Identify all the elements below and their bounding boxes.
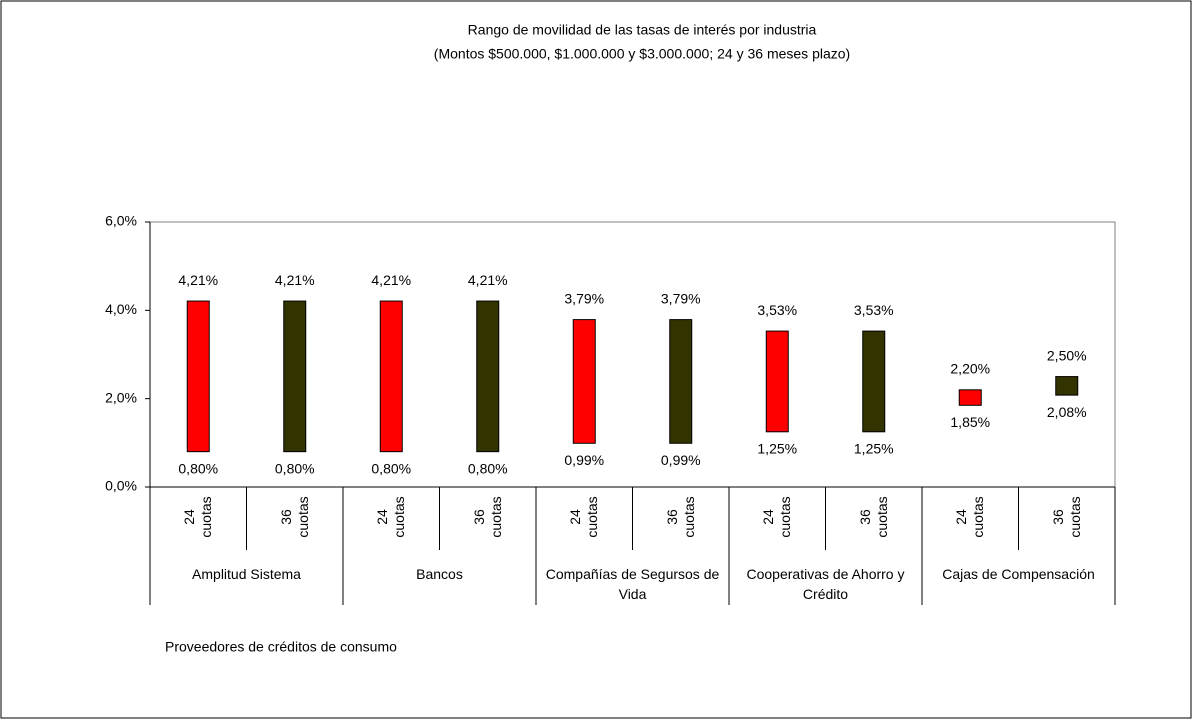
low-label: 0,99%: [564, 452, 604, 468]
x-axis-label: Proveedores de créditos de consumo: [165, 639, 397, 655]
high-label: 3,53%: [854, 302, 894, 318]
category-label: 24 cuotas: [567, 496, 601, 538]
low-label: 1,25%: [757, 440, 797, 456]
group-label: Cooperativas de Ahorro y Crédito: [746, 566, 905, 602]
y-tick-label: 2,0%: [105, 389, 137, 405]
low-label: 0,99%: [661, 452, 701, 468]
high-label: 3,79%: [564, 290, 604, 306]
range-bar: [765, 330, 789, 433]
group-label: Amplitud Sistema: [192, 566, 301, 582]
high-label: 4,21%: [371, 272, 411, 288]
group-label: Compañías de Segursos de Vida: [545, 566, 720, 602]
category-label: 24 cuotas: [181, 496, 215, 538]
category-label: 36 cuotas: [470, 496, 504, 538]
range-bar: [958, 389, 982, 406]
range-bar: [379, 300, 403, 453]
high-label: 3,53%: [757, 302, 797, 318]
y-tick-label: 6,0%: [105, 213, 137, 229]
range-bar: [669, 319, 693, 444]
range-bar: [283, 300, 307, 453]
high-label: 2,20%: [950, 361, 990, 377]
low-label: 0,80%: [468, 460, 508, 476]
category-label: 24 cuotas: [760, 496, 794, 538]
category-label: 36 cuotas: [663, 496, 697, 538]
high-label: 4,21%: [178, 272, 218, 288]
group-label: Cajas de Compensación: [942, 566, 1095, 582]
low-label: 1,25%: [854, 440, 894, 456]
high-label: 4,21%: [275, 272, 315, 288]
category-label: 24 cuotas: [374, 496, 408, 538]
category-label: 24 cuotas: [953, 496, 987, 538]
y-tick-label: 0,0%: [105, 478, 137, 494]
range-bar: [186, 300, 210, 453]
category-label: 36 cuotas: [856, 496, 890, 538]
high-label: 4,21%: [468, 272, 508, 288]
category-label: 36 cuotas: [277, 496, 311, 538]
y-tick-label: 4,0%: [105, 301, 137, 317]
low-label: 0,80%: [178, 460, 218, 476]
chart-title: Rango de movilidad de las tasas de inter…: [468, 22, 817, 38]
range-bar: [476, 300, 500, 453]
range-bar: [862, 330, 886, 433]
low-label: 0,80%: [275, 460, 315, 476]
high-label: 3,79%: [661, 290, 701, 306]
range-bar: [1055, 376, 1079, 396]
low-label: 1,85%: [950, 414, 990, 430]
low-label: 0,80%: [371, 460, 411, 476]
chart-subtitle: (Montos $500.000, $1.000.000 y $3.000.00…: [434, 46, 850, 62]
group-label: Bancos: [416, 566, 463, 582]
high-label: 2,50%: [1047, 347, 1087, 363]
category-label: 36 cuotas: [1049, 496, 1083, 538]
range-bar: [572, 319, 596, 444]
low-label: 2,08%: [1047, 404, 1087, 420]
